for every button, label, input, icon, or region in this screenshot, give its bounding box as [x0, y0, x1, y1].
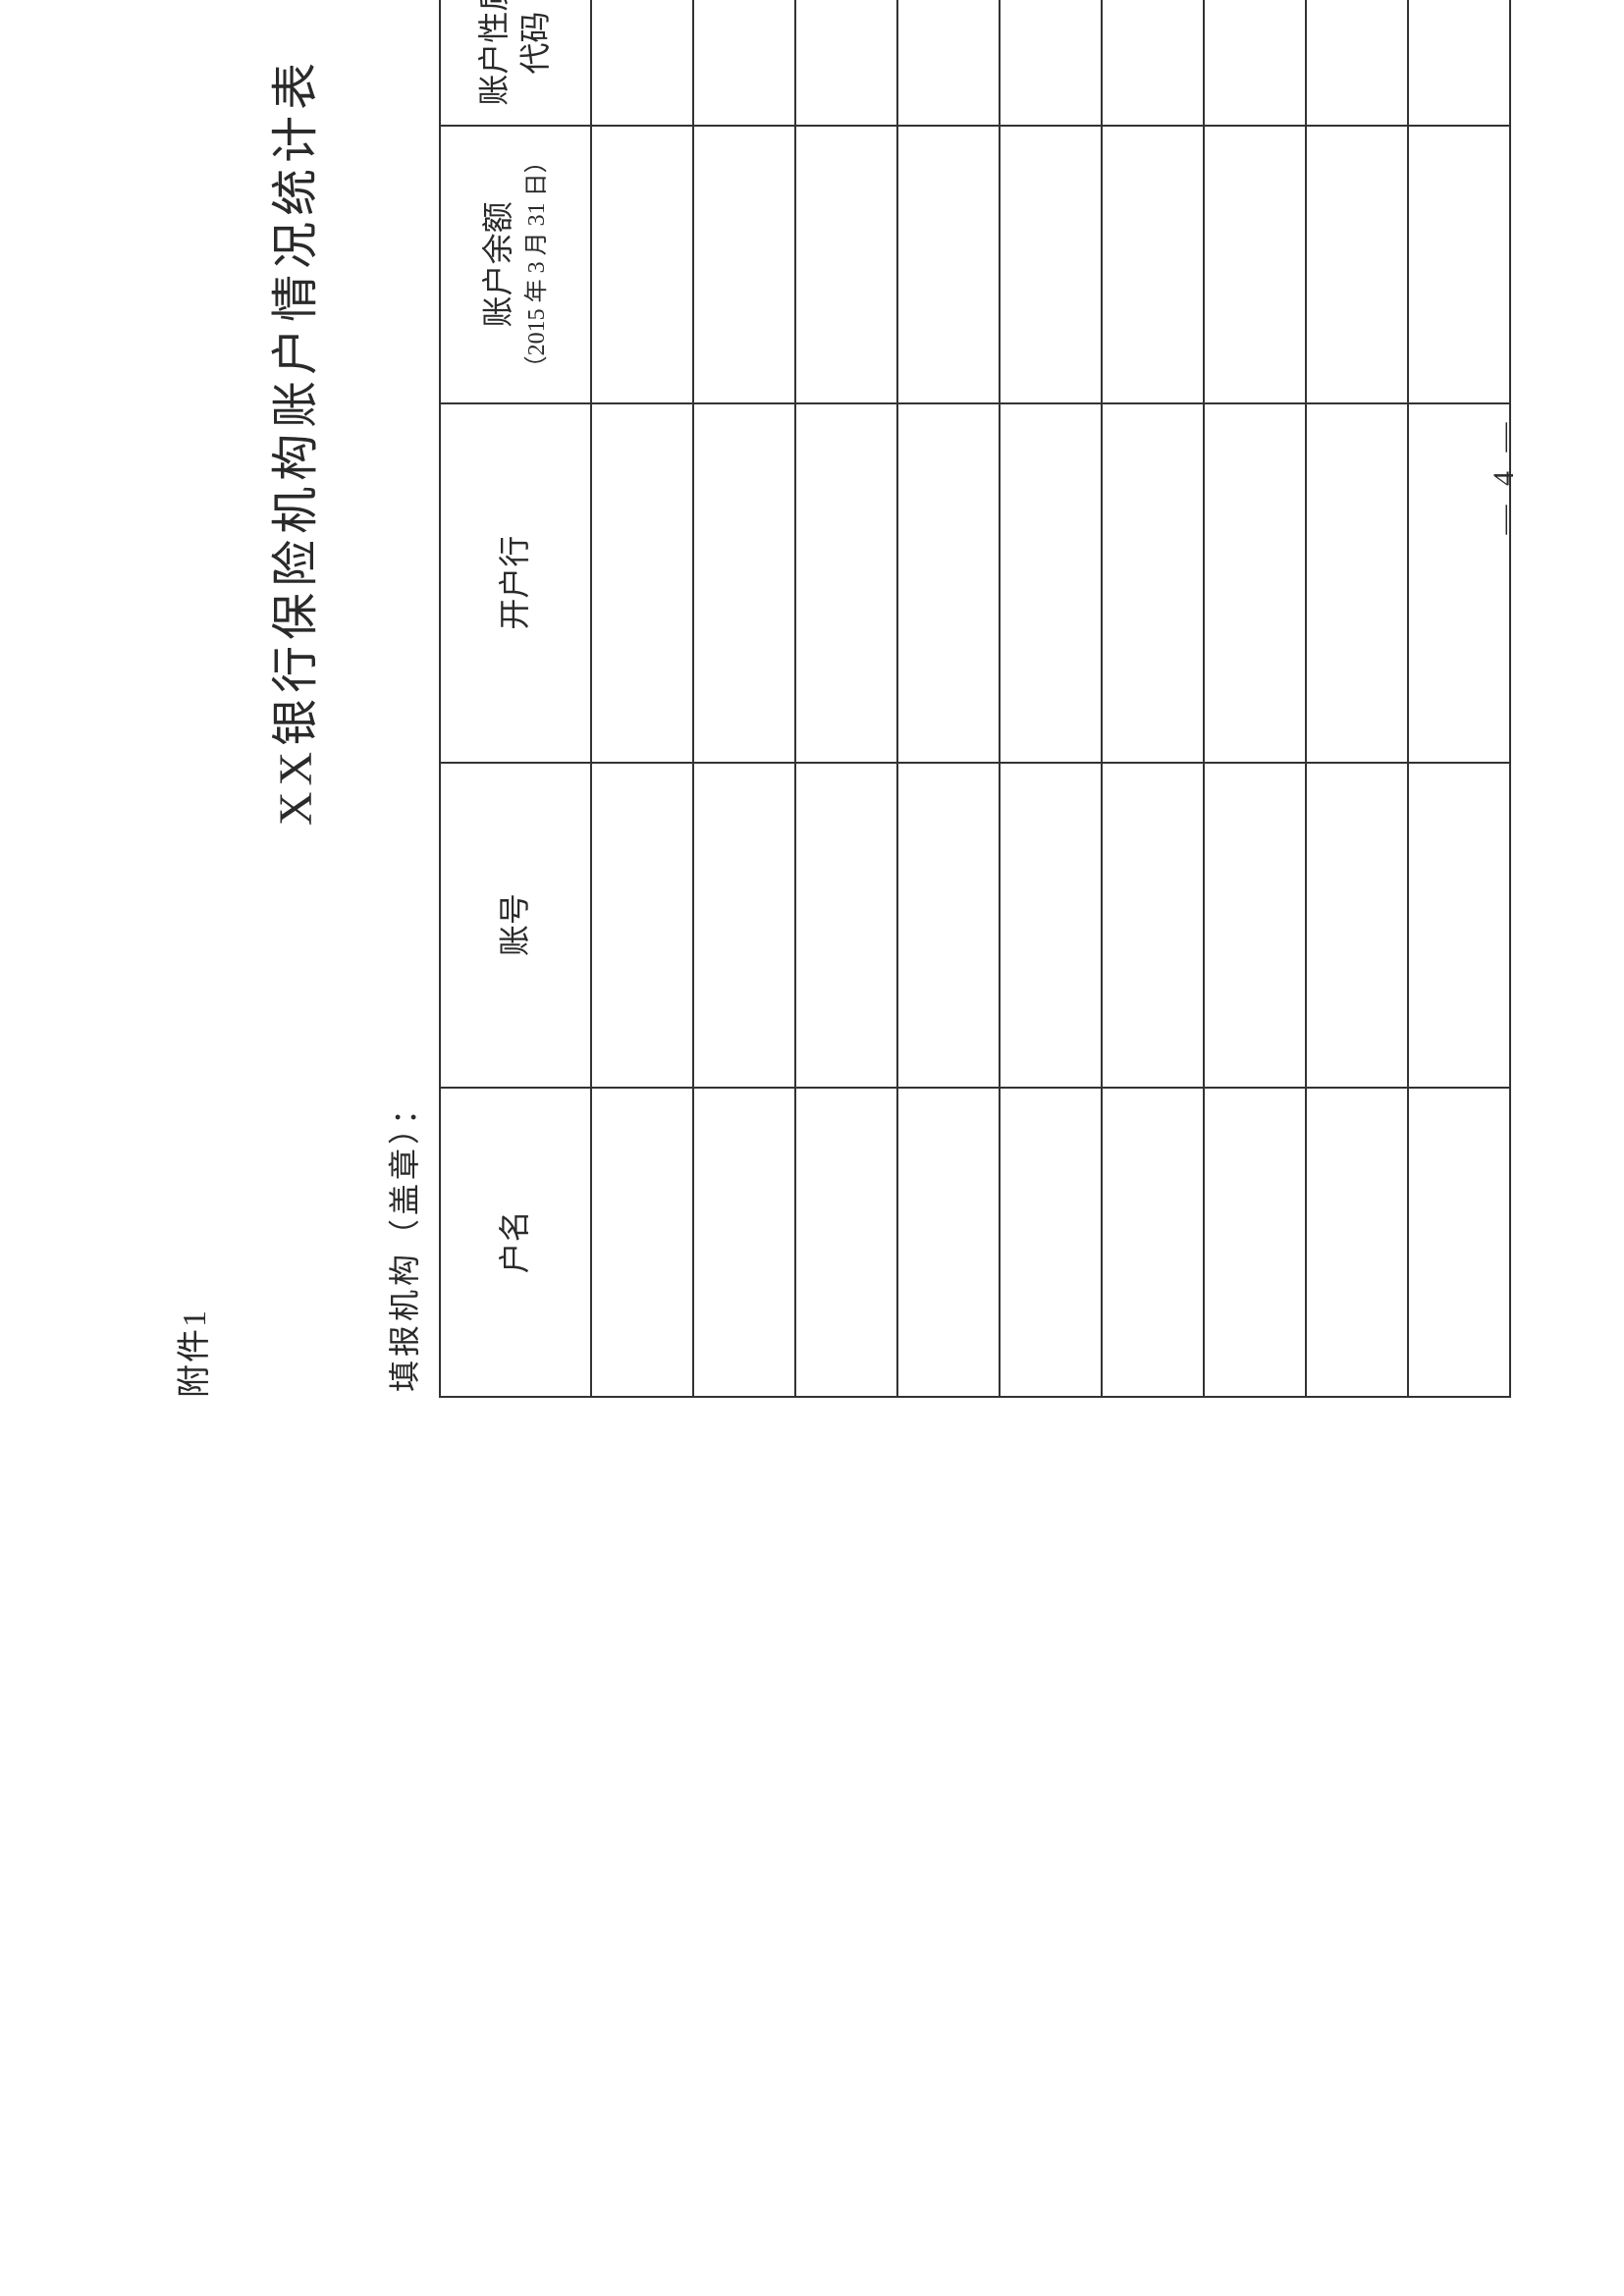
table-cell	[1000, 403, 1102, 763]
table-cell	[1204, 1088, 1306, 1397]
table-cell	[591, 403, 693, 763]
table-cell	[795, 403, 897, 763]
attachment-label: 附件1	[167, 0, 215, 1398]
col-label: 账号	[497, 893, 532, 956]
table-cell	[897, 0, 1000, 126]
table-body	[591, 0, 1510, 1397]
table-cell	[693, 126, 795, 402]
table-cell	[591, 1088, 693, 1397]
table-row	[1102, 0, 1204, 1397]
reporter-label: 填报机构（盖章）：	[380, 1090, 425, 1392]
stats-table: 户名 账号 开户行 账户余额 （2015 年 3 月 31 日） 账户性质代码	[439, 0, 1511, 1398]
table-cell	[1000, 1088, 1102, 1397]
table-row	[1204, 0, 1306, 1397]
table-cell	[591, 0, 693, 126]
meta-row: 填报机构（盖章）： 联系人及电话：	[380, 0, 425, 1398]
table-row	[1000, 0, 1102, 1397]
col-balance: 账户余额 （2015 年 3 月 31 日）	[440, 126, 591, 402]
table-cell	[897, 403, 1000, 763]
table-cell	[1102, 0, 1204, 126]
table-cell	[1000, 0, 1102, 126]
page-rotated-wrapper: 附件1 XX银行保险机构账户情况统计表 填报机构（盖章）： 联系人及电话： 户名…	[0, 0, 1624, 1624]
table-cell	[1102, 1088, 1204, 1397]
table-cell	[1306, 763, 1408, 1088]
table-row	[1306, 0, 1408, 1397]
table-cell	[1102, 126, 1204, 402]
table-cell	[1306, 1088, 1408, 1397]
table-cell	[693, 0, 795, 126]
col-account-name: 户名	[440, 1088, 591, 1397]
table-cell	[1102, 763, 1204, 1088]
col-sublabel: （2015 年 3 月 31 日）	[522, 133, 553, 396]
table-cell	[591, 126, 693, 402]
col-nature-code: 账户性质代码	[440, 0, 591, 126]
col-label: 账户性质代码	[476, 0, 553, 106]
table-cell	[897, 1088, 1000, 1397]
table-row	[795, 0, 897, 1397]
table-cell	[1306, 403, 1408, 763]
table-cell	[1306, 0, 1408, 126]
col-label: 户名	[497, 1210, 532, 1273]
col-account-number: 账号	[440, 763, 591, 1088]
table-cell	[1204, 763, 1306, 1088]
table-cell	[1204, 403, 1306, 763]
table-cell	[1000, 126, 1102, 402]
table-cell	[897, 763, 1000, 1088]
table-row	[897, 0, 1000, 1397]
table-cell	[1204, 126, 1306, 402]
document-sheet: 附件1 XX银行保险机构账户情况统计表 填报机构（盖章）： 联系人及电话： 户名…	[0, 0, 1624, 1624]
table-cell	[591, 763, 693, 1088]
table-cell	[1102, 403, 1204, 763]
table-row	[591, 0, 693, 1397]
table-cell	[1000, 763, 1102, 1088]
table-cell	[795, 1088, 897, 1397]
table-cell	[897, 126, 1000, 402]
table-cell	[795, 126, 897, 402]
table-cell	[795, 0, 897, 126]
table-cell	[1306, 126, 1408, 402]
table-row	[693, 0, 795, 1397]
page-number: — 4 —	[1488, 0, 1521, 1624]
col-bank: 开户行	[440, 403, 591, 763]
table-header-row: 户名 账号 开户行 账户余额 （2015 年 3 月 31 日） 账户性质代码	[440, 0, 591, 1397]
table-cell	[693, 763, 795, 1088]
table-cell	[795, 763, 897, 1088]
col-label: 开户行	[497, 536, 532, 630]
table-cell	[693, 1088, 795, 1397]
table-cell	[693, 403, 795, 763]
document-title: XX银行保险机构账户情况统计表	[256, 0, 325, 1398]
table-cell	[1204, 0, 1306, 126]
col-label: 账户余额	[480, 201, 515, 327]
